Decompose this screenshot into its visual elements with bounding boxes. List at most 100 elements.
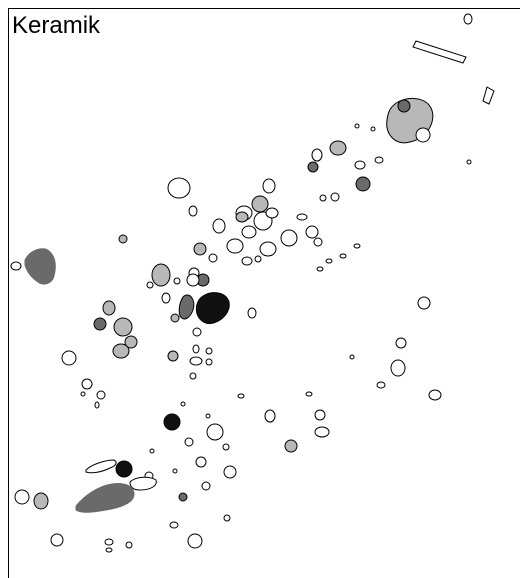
- map-title: Keramik: [12, 12, 101, 39]
- feature-black-large: [195, 292, 230, 325]
- feature-ring: [96, 390, 106, 400]
- feature-ring: [265, 207, 279, 219]
- feature-ring: [305, 391, 313, 397]
- feature-grey: [170, 313, 180, 323]
- feature-ring: [305, 225, 319, 239]
- feature-dark-cluster: [75, 483, 135, 513]
- feature-ring: [169, 521, 179, 529]
- feature-ring: [264, 409, 276, 423]
- feature-small-ring: [370, 126, 376, 132]
- feature-ring: [316, 266, 324, 272]
- feature-group-top-right: [307, 13, 495, 202]
- feature-grey: [284, 439, 298, 453]
- feature-ring: [395, 337, 407, 349]
- feature-ring: [180, 401, 186, 407]
- feature-elongated: [412, 40, 467, 64]
- feature-dark: [178, 492, 188, 502]
- feature-grey: [151, 263, 171, 287]
- feature-ring: [212, 218, 226, 234]
- feature-grey: [113, 317, 133, 337]
- feature-grey: [235, 211, 249, 223]
- feature-dark-elongated: [178, 294, 195, 320]
- feature-ring: [94, 401, 100, 409]
- feature-elongated: [129, 476, 157, 491]
- feature-ring: [205, 358, 213, 366]
- feature-ring: [325, 258, 333, 264]
- feature-ring: [241, 256, 253, 266]
- feature-small-ring: [354, 123, 360, 129]
- feature-ring: [296, 213, 308, 221]
- feature-ring: [417, 296, 431, 310]
- feature-ring: [161, 292, 171, 304]
- feature-ring: [188, 205, 198, 217]
- feature-ring: [195, 456, 207, 468]
- feature-ring: [192, 344, 200, 354]
- feature-ring: [374, 156, 384, 164]
- feature-ring: [428, 389, 442, 401]
- feature-ring: [226, 238, 244, 254]
- feature-ring: [50, 533, 64, 547]
- feature-ring: [125, 541, 133, 549]
- feature-ring: [314, 426, 330, 438]
- feature-ring: [280, 229, 298, 247]
- feature-ring: [222, 443, 230, 451]
- feature-grey: [102, 300, 116, 316]
- feature-ring: [262, 178, 276, 194]
- feature-ring: [173, 277, 181, 285]
- feature-ring: [259, 241, 277, 257]
- feature-dark-cluster: [24, 248, 56, 285]
- feature-ring: [205, 413, 211, 419]
- feature-ring: [314, 409, 326, 421]
- feature-ring: [311, 148, 323, 162]
- feature-ring: [192, 327, 202, 337]
- feature-ring: [237, 393, 245, 399]
- feature-ring: [247, 307, 257, 319]
- feature-ring: [319, 194, 327, 202]
- feature-dark: [355, 176, 371, 192]
- feature-ring: [254, 255, 262, 263]
- feature-ring: [463, 13, 473, 25]
- feature-dark: [93, 317, 107, 331]
- map-frame: [8, 8, 520, 578]
- feature-grey: [112, 343, 130, 359]
- feature-ring: [353, 243, 361, 249]
- feature-group-bottom: [14, 401, 237, 553]
- feature-ring: [81, 378, 93, 390]
- feature-ring: [172, 468, 178, 474]
- feature-ring: [313, 237, 323, 247]
- feature-ring: [208, 253, 218, 263]
- feature-ring: [223, 514, 231, 522]
- feature-small-ring: [466, 159, 472, 165]
- feature-elongated: [482, 86, 495, 105]
- feature-ring: [186, 273, 200, 287]
- feature-grey: [118, 234, 128, 244]
- feature-grey: [193, 242, 207, 256]
- feature-ring: [187, 533, 203, 549]
- feature-ring: [223, 465, 237, 479]
- feature-grey: [329, 140, 347, 156]
- feature-ring: [61, 350, 77, 366]
- feature-black: [163, 413, 181, 431]
- feature-ring: [415, 127, 431, 143]
- feature-group-right: [237, 296, 442, 453]
- feature-ring: [14, 489, 30, 505]
- feature-group-centre: [118, 177, 361, 380]
- feature-black: [115, 460, 133, 478]
- feature-dark: [307, 161, 319, 173]
- feature-ring: [390, 359, 406, 377]
- feature-ring: [376, 381, 386, 389]
- feature-ring: [146, 281, 154, 289]
- feature-ring: [205, 347, 213, 355]
- feature-ring: [339, 253, 347, 259]
- feature-ring: [206, 423, 224, 441]
- feature-ring: [104, 538, 114, 546]
- feature-ring: [184, 437, 194, 447]
- feature-ring: [201, 481, 211, 491]
- feature-ring: [189, 372, 197, 380]
- feature-ring: [241, 225, 257, 239]
- feature-ring: [354, 160, 366, 170]
- feature-ring: [330, 192, 340, 202]
- feature-grey: [33, 492, 49, 510]
- feature-ring: [10, 261, 22, 271]
